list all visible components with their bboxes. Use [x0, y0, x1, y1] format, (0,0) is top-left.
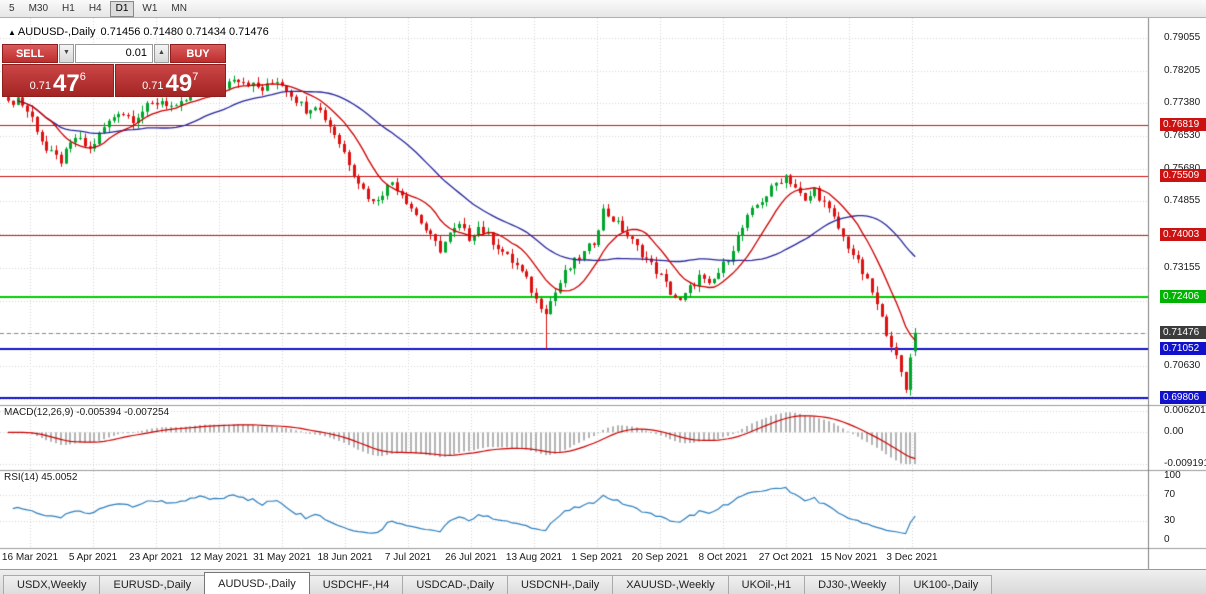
ask-price-prefix: 0.71: [142, 80, 164, 92]
ask-price-button[interactable]: 0.71 49 7: [114, 64, 226, 97]
chart-tab-eurusd-daily[interactable]: EURUSD-,Daily: [99, 575, 206, 594]
lot-decrease-button[interactable]: ▼: [59, 44, 74, 63]
chart-tab-usdcad-daily[interactable]: USDCAD-,Daily: [402, 575, 508, 594]
sell-button[interactable]: SELL: [2, 44, 58, 63]
chart-symbol-marker-icon: ▲: [8, 28, 16, 37]
one-click-trading-panel: SELL ▼ 0.01 ▲ BUY 0.71 47 6 0.71 49 7: [2, 44, 226, 97]
chart-tab-uk100-daily[interactable]: UK100-,Daily: [899, 575, 993, 594]
chart-tab-usdcnh-daily[interactable]: USDCNH-,Daily: [506, 575, 614, 594]
timeframe-button-5[interactable]: 5: [9, 2, 15, 14]
timeframe-button-w1[interactable]: W1: [142, 2, 158, 14]
timeframe-button-m30[interactable]: M30: [28, 2, 49, 14]
buy-button[interactable]: BUY: [170, 44, 226, 63]
bid-price-prefix: 0.71: [29, 80, 52, 92]
chart-tab-ukoil-h1[interactable]: UKOil-,H1: [727, 575, 806, 594]
ask-price-pip-digit: 7: [192, 71, 199, 83]
chart-tab-bar: USDX,Weekly EURUSD-,Daily AUDUSD-,Daily USD…: [0, 569, 1206, 594]
timeframe-button-d1[interactable]: D1: [109, 0, 135, 17]
chart-tab-usdx-weekly[interactable]: USDX,Weekly: [3, 575, 101, 594]
macd-indicator-label: MACD(12,26,9) -0.005394 -0.007254: [4, 407, 170, 418]
ask-price-big-digits: 49: [165, 70, 193, 97]
chart-tab-audusd-daily[interactable]: AUDUSD-,Daily: [204, 572, 310, 594]
timeframe-buttons-group: 5 M30 H1 H4 D1 W1 MN: [3, 0, 193, 17]
chart-tab-dj30-weekly[interactable]: DJ30-,Weekly: [804, 575, 901, 594]
bid-price-button[interactable]: 0.71 47 6: [2, 64, 114, 97]
lot-size-input[interactable]: 0.01: [75, 44, 153, 63]
rsi-indicator-label: RSI(14) 45.0052: [4, 472, 78, 483]
timeframe-toolbar: 5 M30 H1 H4 D1 W1 MN: [0, 0, 1206, 18]
chart-tab-usdchf-h4[interactable]: USDCHF-,H4: [308, 575, 404, 594]
chart-tab-xauusd-weekly[interactable]: XAUUSD-,Weekly: [612, 575, 729, 594]
timeframe-button-h4[interactable]: H4: [88, 2, 102, 14]
chart-title: ▲ AUDUSD-,Daily 0.71456 0.71480 0.71434 0.…: [8, 26, 274, 38]
chart-title-ohlc: 0.71456 0.71480 0.71434 0.71476: [100, 26, 269, 38]
lot-increase-button[interactable]: ▲: [154, 44, 169, 63]
chart-title-symbol: AUDUSD-,Daily: [17, 26, 96, 38]
bid-price-big-digits: 47: [53, 70, 80, 97]
chart-tabs-group: USDX,Weekly EURUSD-,Daily AUDUSD-,Daily USD…: [0, 570, 1206, 594]
timeframe-button-h1[interactable]: H1: [62, 2, 75, 14]
timeframe-button-mn[interactable]: MN: [171, 2, 187, 14]
bid-price-pip-digit: 6: [79, 71, 86, 83]
